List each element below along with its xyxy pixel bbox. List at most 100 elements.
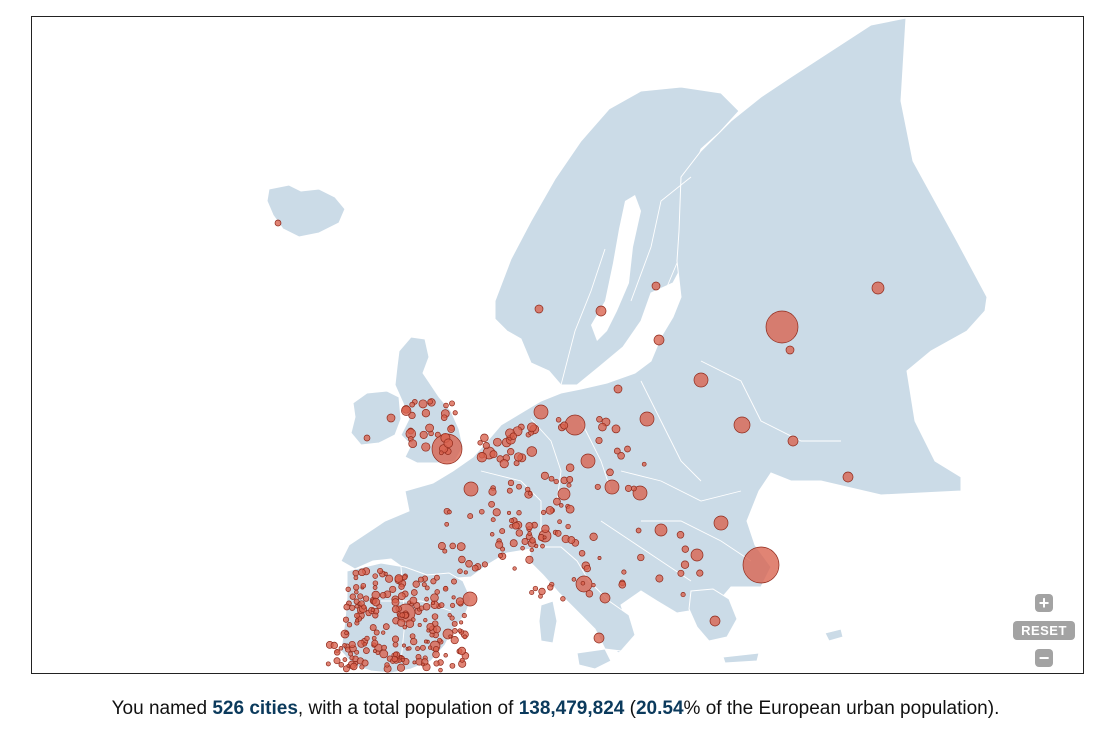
city-marker[interactable] [348,640,356,649]
city-marker[interactable] [476,452,488,463]
city-marker[interactable] [405,619,415,629]
city-marker[interactable] [444,521,450,527]
city-marker[interactable] [353,575,359,581]
city-marker[interactable] [424,596,429,602]
city-marker[interactable] [447,612,452,618]
city-marker[interactable] [457,628,463,633]
city-marker[interactable] [557,487,571,501]
city-marker[interactable] [521,538,529,545]
city-marker[interactable] [426,628,431,633]
city-marker[interactable] [527,531,532,536]
city-marker[interactable] [595,436,603,445]
city-marker[interactable] [529,547,534,553]
city-marker[interactable] [437,542,446,550]
city-marker[interactable] [525,486,531,493]
city-marker[interactable] [606,468,614,477]
city-marker[interactable] [871,281,885,295]
city-marker[interactable] [509,432,517,440]
city-marker[interactable] [349,604,356,611]
city-marker[interactable] [479,508,485,515]
city-marker[interactable] [557,519,562,525]
city-marker[interactable] [500,546,506,552]
city-marker[interactable] [680,592,686,598]
city-marker[interactable] [430,578,437,585]
city-marker[interactable] [461,613,467,619]
europe-map[interactable] [32,17,1084,674]
city-marker[interactable] [477,440,483,446]
city-marker[interactable] [377,567,384,575]
city-marker[interactable] [506,510,512,515]
city-marker[interactable] [611,424,621,434]
city-marker[interactable] [593,632,605,644]
city-marker[interactable] [409,401,416,408]
city-marker[interactable] [433,660,440,667]
city-marker[interactable] [408,411,416,420]
city-marker[interactable] [442,548,448,554]
city-marker[interactable] [400,657,405,662]
city-marker[interactable] [389,585,397,593]
city-marker[interactable] [456,542,466,551]
city-marker[interactable] [529,589,535,596]
city-marker[interactable] [379,649,389,659]
city-marker[interactable] [371,639,379,647]
city-marker[interactable] [515,529,523,537]
city-marker[interactable] [362,595,370,602]
city-marker[interactable] [507,448,515,456]
city-marker[interactable] [471,564,479,572]
city-marker[interactable] [526,446,538,457]
city-marker[interactable] [480,433,489,443]
city-marker[interactable] [617,452,625,460]
city-marker[interactable] [540,543,545,549]
city-marker[interactable] [580,453,596,469]
city-marker[interactable] [345,586,351,592]
city-marker[interactable] [433,574,440,581]
city-marker[interactable] [421,409,431,418]
city-marker[interactable] [438,450,444,456]
city-marker[interactable] [624,484,633,492]
city-marker[interactable] [410,589,418,596]
city-marker[interactable] [457,568,463,574]
city-marker[interactable] [421,662,425,667]
city-marker[interactable] [553,478,559,485]
city-marker[interactable] [467,513,474,520]
city-marker[interactable] [393,651,399,657]
city-marker[interactable] [383,571,388,576]
city-marker[interactable] [583,564,591,573]
city-marker[interactable] [499,528,506,535]
city-marker[interactable] [538,587,546,596]
city-marker[interactable] [385,574,394,583]
city-marker[interactable] [330,641,338,650]
city-marker[interactable] [639,411,655,427]
city-marker[interactable] [433,625,441,634]
city-marker[interactable] [375,650,381,656]
city-marker[interactable] [547,584,554,591]
city-marker[interactable] [618,580,627,589]
city-marker[interactable] [529,537,536,544]
city-marker[interactable] [396,663,406,672]
city-marker[interactable] [621,569,627,575]
city-marker[interactable] [495,540,504,549]
city-marker[interactable] [450,636,459,645]
city-marker[interactable] [595,305,607,317]
city-marker[interactable] [542,535,547,540]
city-marker[interactable] [450,602,456,608]
city-marker[interactable] [589,532,598,541]
city-marker[interactable] [560,596,566,602]
city-marker[interactable] [655,574,664,583]
city-marker[interactable] [346,664,351,668]
city-marker[interactable] [785,345,795,355]
city-marker[interactable] [493,437,502,447]
city-marker[interactable] [361,659,369,667]
city-marker[interactable] [447,509,452,515]
city-marker[interactable] [696,569,704,577]
city-marker[interactable] [497,553,503,559]
city-marker[interactable] [499,459,509,469]
city-marker[interactable] [421,582,427,588]
city-marker[interactable] [342,616,350,623]
city-marker[interactable] [425,423,434,433]
city-marker[interactable] [525,555,534,564]
city-marker[interactable] [379,592,387,599]
city-marker[interactable] [333,649,341,656]
city-marker[interactable] [488,487,497,496]
city-marker[interactable] [452,410,458,416]
